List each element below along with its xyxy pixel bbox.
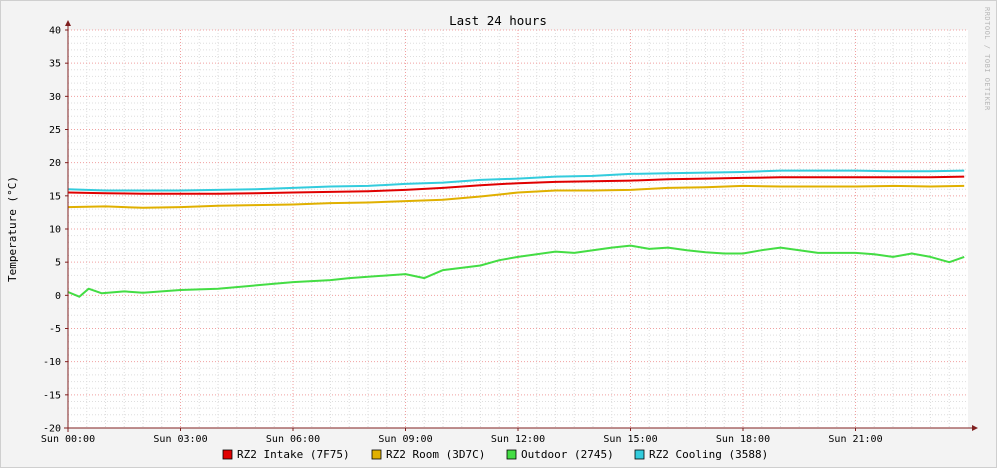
series-layer (67, 169, 965, 298)
y-tick-label: 25 (49, 125, 61, 136)
y-tick-label: 15 (49, 191, 61, 202)
legend-swatch-0 (222, 449, 233, 460)
y-axis-arrow (65, 20, 71, 26)
y-tick-labels: -20 -15 -10 -5 0 5 10 15 20 25 30 35 40 (43, 26, 61, 435)
legend-swatch-3 (634, 449, 645, 460)
rrdtool-watermark: RRDTOOL / TOBI OETIKER (983, 7, 991, 111)
series-line-2 (67, 244, 965, 298)
legend-label-2: Outdoor (2745) (521, 448, 614, 461)
y-tick-label: -15 (43, 390, 61, 401)
x-axis-arrow (972, 425, 978, 431)
x-tick-label: Sun 21:00 (828, 434, 882, 445)
x-tick-label: Sun 09:00 (378, 434, 432, 445)
x-tick-label: Sun 12:00 (491, 434, 545, 445)
x-tick-label: Sun 18:00 (716, 434, 770, 445)
chart-title: Last 24 hours (449, 13, 547, 28)
y-tick-label: 5 (55, 258, 61, 269)
series-line-3 (67, 169, 965, 192)
y-tick-label: 30 (49, 92, 61, 103)
legend-label-0: RZ2 Intake (7F75) (237, 448, 350, 461)
legend: RZ2 Intake (7F75) RZ2 Room (3D7C) Outdoor … (222, 448, 768, 461)
x-tick-label: Sun 06:00 (266, 434, 320, 445)
y-tick-label: -20 (43, 424, 61, 435)
y-axis-label: Temperature (°C) (6, 176, 19, 282)
x-tick-label: Sun 00:00 (41, 434, 95, 445)
y-tick-label: 40 (49, 26, 61, 37)
legend-swatch-2 (506, 449, 517, 460)
y-tick-label: 0 (55, 291, 61, 302)
y-tick-label: 35 (49, 59, 61, 70)
axes (64, 20, 978, 432)
x-tick-label: Sun 15:00 (603, 434, 657, 445)
y-tick-label: -5 (49, 324, 61, 335)
y-tick-label: 20 (49, 158, 61, 169)
legend-label-3: RZ2 Cooling (3588) (649, 448, 768, 461)
y-tick-label: 10 (49, 225, 61, 236)
grid (68, 29, 968, 428)
x-tick-label: Sun 03:00 (153, 434, 207, 445)
y-tick-label: -10 (43, 357, 61, 368)
series-line-0 (67, 175, 965, 195)
series-line-1 (67, 184, 965, 209)
x-tick-labels: Sun 00:00 Sun 03:00 Sun 06:00 Sun 09:00 Sun … (41, 434, 883, 445)
legend-label-1: RZ2 Room (3D7C) (386, 448, 485, 461)
legend-swatch-1 (371, 449, 382, 460)
